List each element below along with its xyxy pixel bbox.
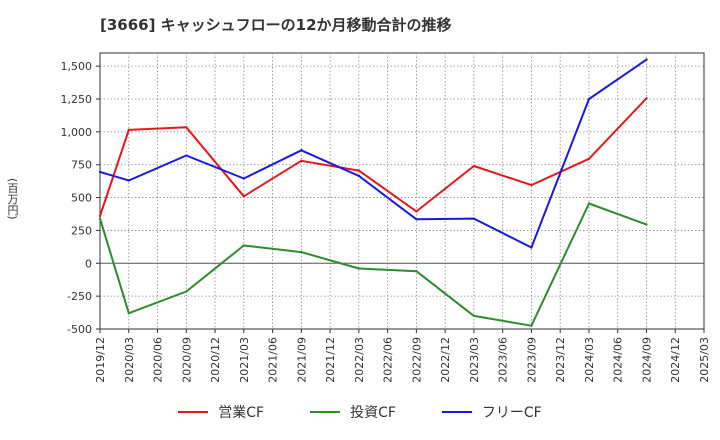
data-point-2 [472,217,476,220]
data-point-0 [415,210,418,213]
legend-label-operating-cf: 営業CF [218,405,265,421]
x-tick-label: 2022/12 [439,337,452,383]
data-point-0 [98,214,102,218]
data-point-0 [530,183,533,187]
y-tick-label: 0 [85,257,92,270]
data-point-2 [645,58,648,61]
data-point-2 [127,179,130,182]
x-tick-label: 2024/06 [612,337,625,383]
legend-swatch-free-cf [441,411,472,413]
data-point-0 [645,97,648,100]
y-tick-label: 500 [71,192,92,205]
y-tick-label: -250 [67,290,92,303]
data-point-0 [587,157,591,160]
x-tick-label: 2023/12 [554,337,567,383]
data-point-1 [127,312,130,315]
x-tick-label: 2021/09 [295,337,308,383]
legend: 営業CF 投資CF フリーCF [0,402,720,422]
x-tick-label: 2021/12 [324,337,337,383]
y-tick-label: 1,250 [61,93,93,106]
data-point-1 [242,244,246,247]
data-point-1 [472,314,476,318]
x-tick-label: 2019/12 [94,337,107,383]
chart-title: [3666] キャッシュフローの12か月移動合計の推移 [100,16,452,34]
data-point-1 [185,290,188,293]
data-point-2 [98,170,102,174]
y-tick-label: 750 [71,159,92,172]
data-point-1 [415,269,418,273]
data-point-2 [415,218,418,221]
x-tick-label: 2023/09 [525,337,538,383]
data-point-2 [242,177,246,180]
legend-item-operating-cf: 営業CF [178,402,264,422]
x-tick-label: 2022/06 [382,337,395,383]
x-tick-label: 2021/06 [267,337,280,383]
data-point-0 [357,169,361,172]
legend-label-investing-cf: 投資CF [350,405,396,421]
y-tick-label: -500 [67,323,92,336]
data-point-0 [472,164,476,168]
data-point-2 [530,246,533,249]
x-tick-label: 2024/03 [583,337,596,383]
x-tick-label: 2024/12 [669,337,682,383]
x-tick-label: 2023/03 [468,337,481,383]
x-tick-label: 2020/03 [123,337,136,383]
data-point-1 [530,324,533,327]
legend-item-investing-cf: 投資CF [310,402,396,422]
data-point-1 [587,202,591,205]
data-point-1 [645,223,648,226]
data-point-1 [300,250,303,254]
data-point-0 [242,195,246,198]
legend-label-free-cf: フリーCF [481,405,542,421]
data-point-1 [98,217,102,220]
y-tick-label: 1,000 [61,126,93,139]
x-tick-label: 2022/03 [353,337,366,383]
x-tick-label: 2024/09 [640,337,653,383]
data-point-0 [185,126,188,129]
x-tick-label: 2023/06 [497,337,510,383]
data-point-0 [127,128,130,132]
x-tick-label: 2020/06 [152,337,165,383]
legend-swatch-investing-cf [310,411,341,413]
x-tick-label: 2020/09 [180,337,193,383]
data-point-2 [587,97,591,101]
legend-swatch-operating-cf [178,411,209,413]
legend-item-free-cf: フリーCF [441,402,542,422]
x-tick-label: 2020/12 [209,337,222,383]
y-tick-label: 250 [71,224,92,237]
x-tick-label: 2022/09 [410,337,423,383]
y-axis-label: (百万円) [6,178,19,220]
data-point-2 [185,154,188,157]
x-tick-label: 2025/03 [698,337,711,383]
y-tick-label: 1,500 [61,60,93,73]
data-point-2 [300,149,303,152]
x-tick-label: 2021/03 [238,337,251,383]
data-point-0 [300,159,303,162]
line-chart: -500 -250 0 250 500 750 1,000 1,250 1,500 2019/1… [61,52,711,383]
data-point-2 [357,174,361,178]
data-point-1 [357,267,361,270]
